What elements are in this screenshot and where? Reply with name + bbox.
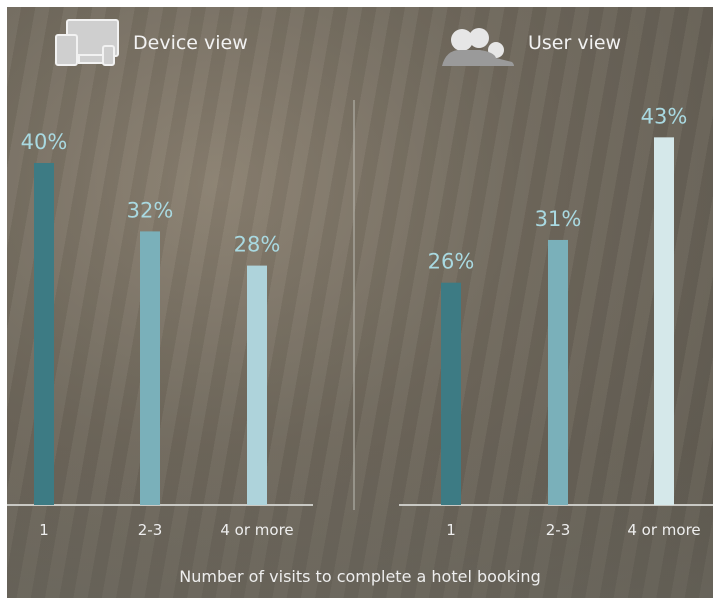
x-tick-label: 4 or more [220, 521, 293, 539]
bar [247, 265, 267, 505]
x-tick-label: 2-3 [138, 521, 163, 539]
data-label: 40% [21, 130, 68, 154]
x-tick-label: 1 [39, 521, 49, 539]
bar [140, 231, 160, 505]
data-label: 31% [535, 207, 582, 231]
data-label: 26% [428, 250, 475, 274]
devices-icon [55, 19, 119, 66]
x-tick-label: 4 or more [627, 521, 700, 539]
user-view-title: User view [528, 32, 622, 54]
bar [654, 137, 674, 505]
x-tick-label: 1 [446, 521, 456, 539]
background-photo [7, 7, 713, 598]
data-label: 43% [641, 104, 688, 128]
bar [34, 163, 54, 505]
data-label: 32% [127, 198, 174, 222]
bar [548, 239, 568, 505]
data-label: 28% [234, 233, 281, 257]
device-view-title: Device view [133, 32, 248, 54]
users-icon [442, 28, 514, 66]
x-tick-label: 2-3 [546, 521, 571, 539]
x-axis-title: Number of visits to complete a hotel boo… [179, 567, 541, 586]
bar [441, 282, 461, 505]
